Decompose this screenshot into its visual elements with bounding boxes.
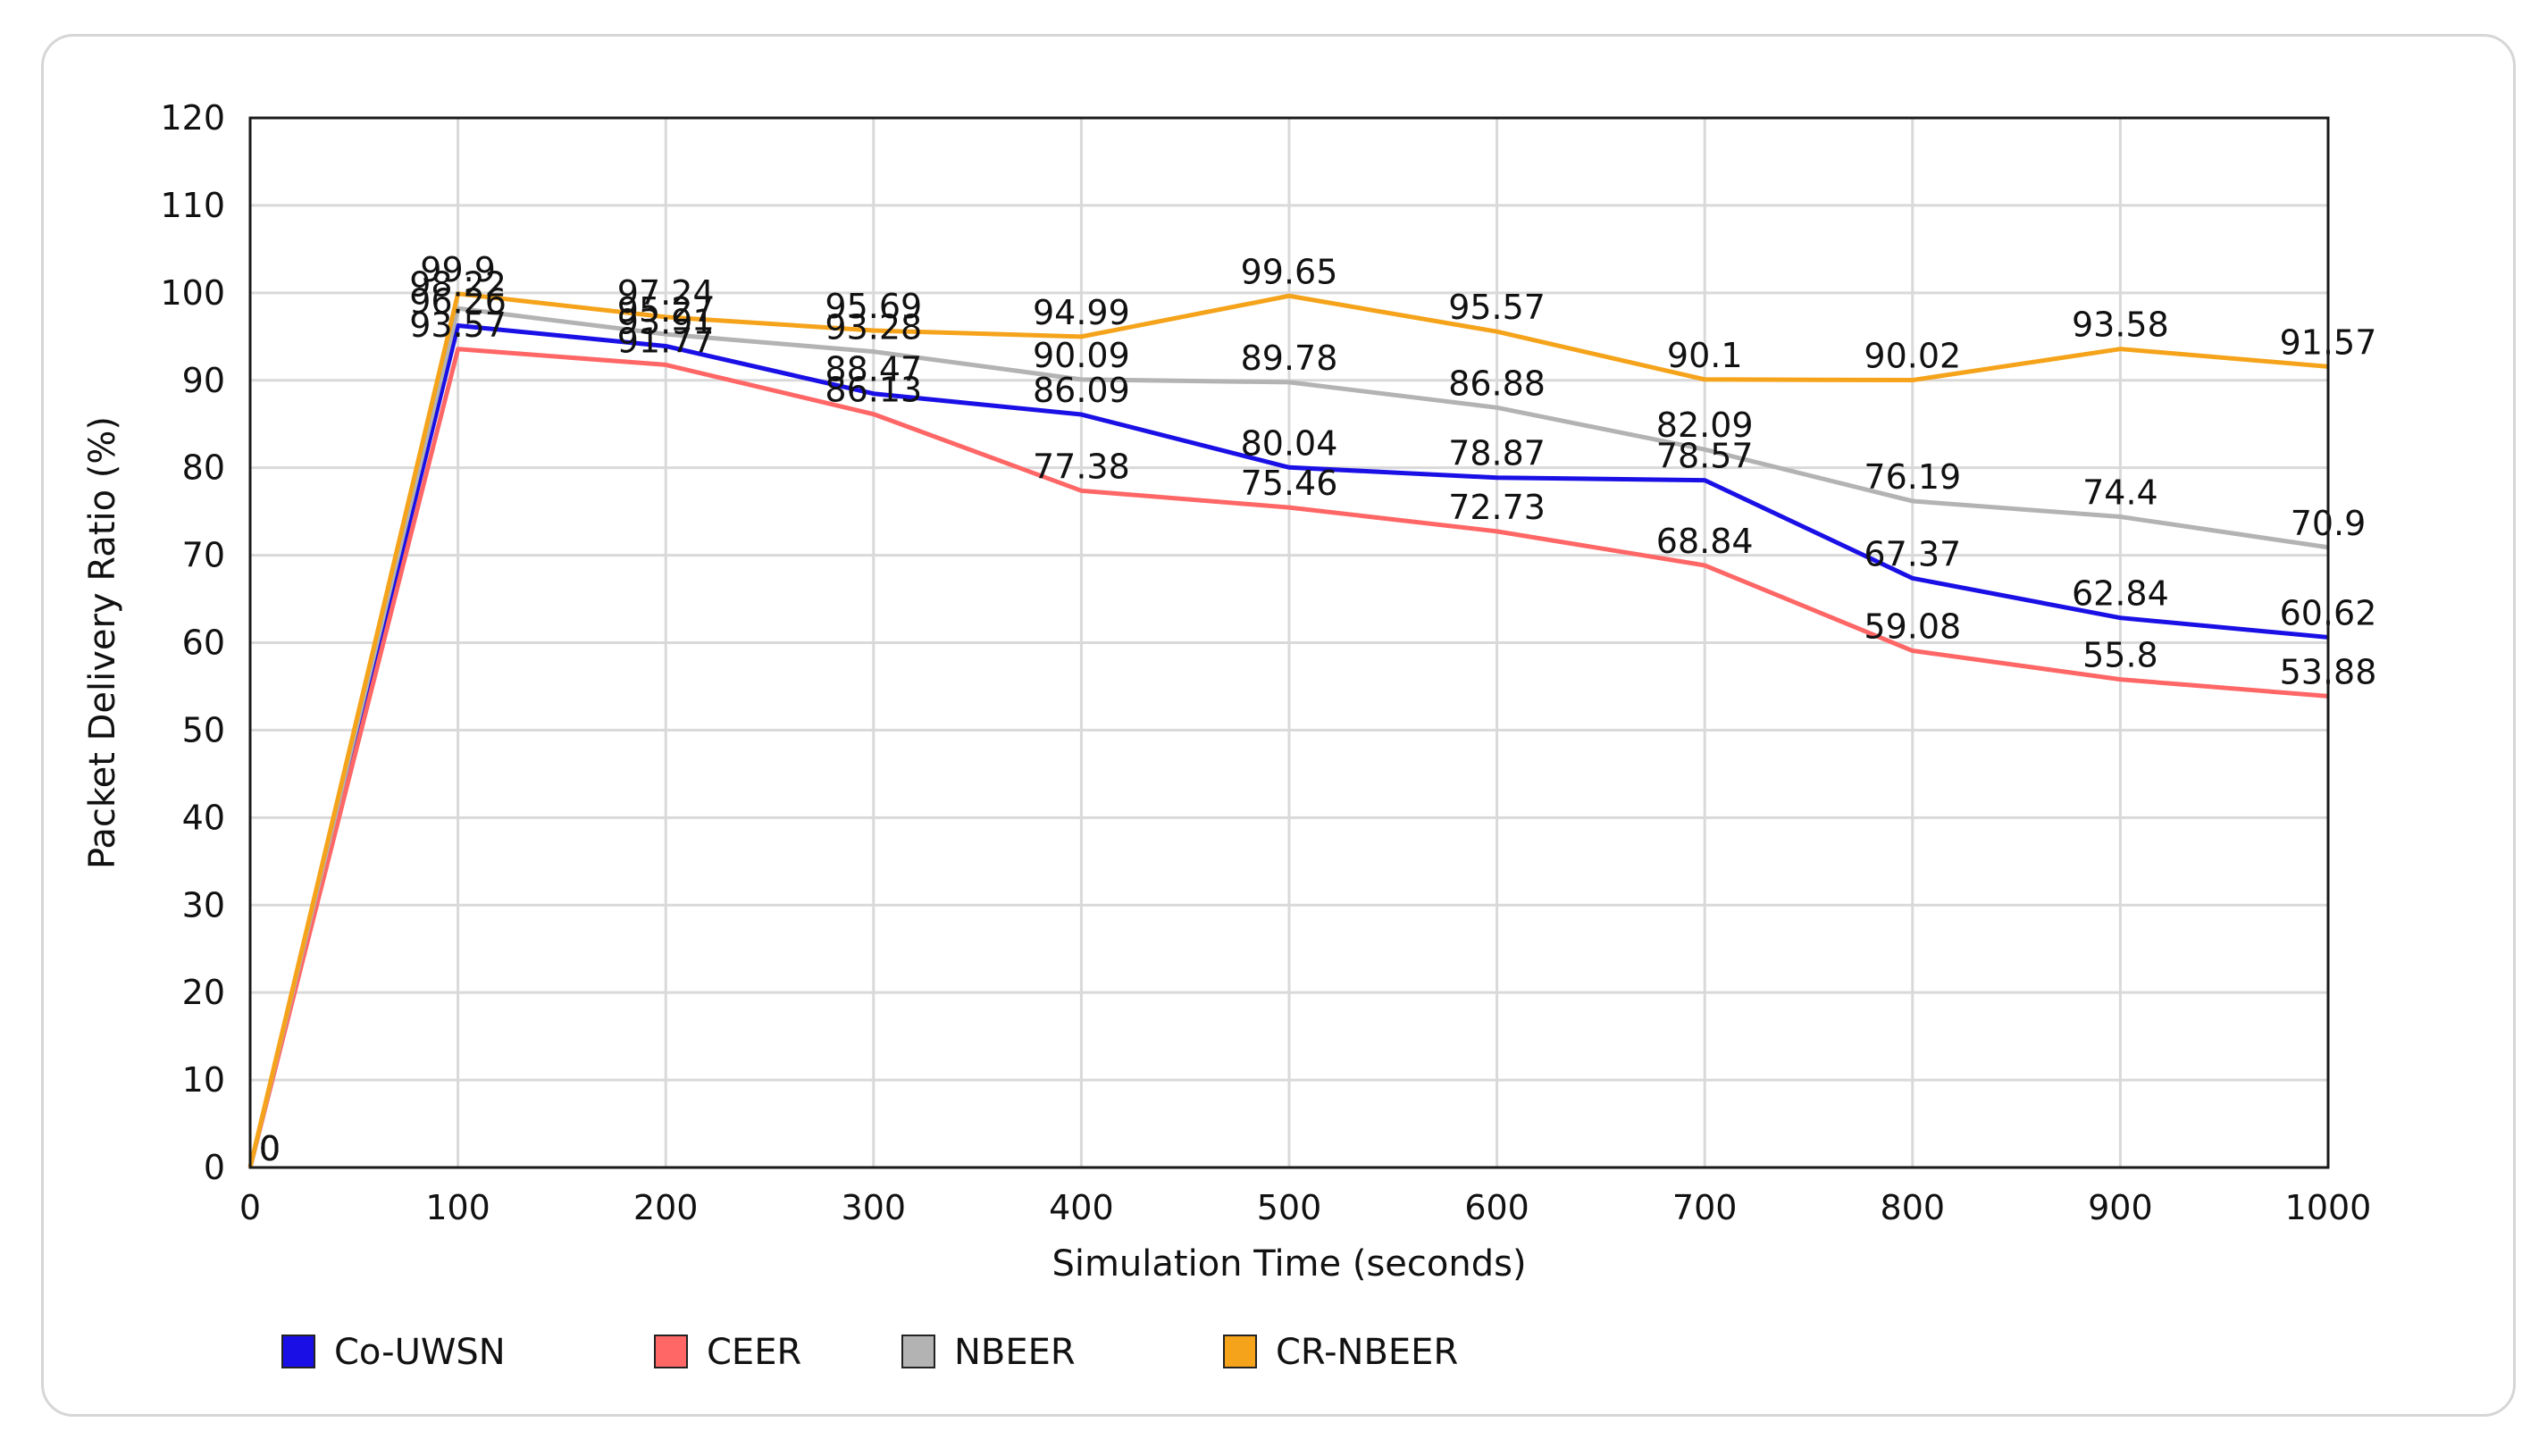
y-tick-label: 10 [182,1060,225,1100]
data-label: 94.99 [1033,293,1130,332]
y-axis-title: Packet Delivery Ratio (%) [82,416,123,869]
legend-label: Co-UWSN [334,1332,506,1373]
data-label: 95.27 [617,290,715,330]
data-label: 77.38 [1033,447,1130,486]
legend-item-co-uwsn: Co-UWSN [281,1332,506,1373]
legend-item-nbeer: NBEER [901,1332,1076,1373]
data-label: 0 [259,1129,281,1168]
x-tick-label: 900 [2088,1188,2153,1227]
legend-swatch [1223,1335,1257,1368]
series-line-co-uwsn [247,322,2329,1168]
x-tick-label: 1000 [2285,1188,2372,1227]
data-label: 78.57 [1656,437,1754,476]
y-tick-label: 70 [182,536,225,575]
y-tick-label: 20 [182,973,225,1012]
legend: Co-UWSN CEER NBEER CR-NBEER [281,1332,1458,1373]
legend-label: CEER [707,1332,801,1373]
plot-area [248,116,2330,1169]
data-label: 95.57 [1448,288,1546,327]
data-label: 90.02 [1864,337,1961,376]
data-label: 89.78 [1241,339,1338,378]
y-tick-label: 120 [160,98,225,138]
data-label: 74.4 [2082,473,2158,513]
x-axis-ticks: 0 100 200 300 400 500 600 700 800 900 1000 [239,1188,2371,1227]
data-label: 95.69 [825,287,922,326]
data-label: 96.26 [409,281,507,321]
data-label: 88.47 [825,350,922,389]
data-label: 76.19 [1864,457,1961,497]
data-label: 86.09 [1033,371,1130,410]
data-label: 75.46 [1241,464,1338,503]
y-tick-label: 50 [182,710,225,749]
data-label: 86.13 [825,371,922,410]
data-label: 80.04 [1241,423,1338,463]
data-label: 55.8 [2082,636,2158,675]
x-tick-label: 200 [633,1188,699,1227]
data-label: 90.1 [1667,336,1743,375]
series-line-cr-nbeer [247,291,2329,1168]
x-axis-title: Simulation Time (seconds) [1051,1243,1526,1284]
y-tick-label: 90 [182,361,225,400]
data-label: 97.24 [617,273,715,313]
data-label: 68.84 [1656,522,1754,561]
y-tick-label: 0 [204,1148,225,1187]
legend-swatch [281,1335,315,1368]
data-label: 99.65 [1241,252,1338,291]
x-tick-label: 700 [1672,1188,1738,1227]
data-label: 82.09 [1656,406,1754,445]
x-tick-label: 400 [1049,1188,1114,1227]
data-label: 59.08 [1864,607,1961,647]
legend-label: CR-NBEER [1276,1332,1458,1373]
legend-swatch [901,1335,935,1368]
legend-label: NBEER [954,1332,1076,1373]
data-label: 67.37 [1864,534,1961,573]
data-label: 0 [259,1129,281,1168]
y-axis-ticks: 0 10 20 30 40 50 60 70 80 90 100 110 120 [160,98,225,1187]
data-label: 72.73 [1448,488,1546,527]
chart-frame [41,34,2516,1417]
x-tick-label: 100 [425,1188,490,1227]
data-label: 0 [259,1129,281,1168]
legend-item-cr-nbeer: CR-NBEER [1223,1332,1458,1373]
x-tick-label: 500 [1257,1188,1322,1227]
data-label: 98.22 [409,264,507,304]
y-tick-label: 100 [160,273,225,313]
series-lines [247,291,2329,1168]
data-label: 62.84 [2072,574,2169,614]
series-line-nbeer [247,305,2329,1168]
data-label: 0 [259,1129,281,1168]
y-tick-label: 80 [182,448,225,488]
x-tick-label: 300 [842,1188,907,1227]
data-label: 78.87 [1448,434,1546,473]
y-tick-label: 30 [182,885,225,925]
legend-item-ceer: CEER [654,1332,801,1373]
series-line-ceer [247,347,2329,1168]
data-label: 91.77 [617,321,715,360]
data-label: 93.57 [409,305,507,345]
data-label: 90.09 [1033,336,1130,375]
data-label: 86.88 [1448,364,1546,403]
data-label: 93.58 [2072,305,2169,345]
y-tick-label: 60 [182,623,225,663]
legend-swatch [654,1335,688,1368]
x-tick-label: 800 [1881,1188,1946,1227]
data-label: 93.91 [617,302,715,341]
data-label: 93.28 [825,308,922,347]
x-tick-label: 600 [1464,1188,1529,1227]
data-label: 99.9 [420,250,496,289]
x-tick-label: 0 [239,1188,261,1227]
data-labels: 0 96.26 93.91 88.47 86.09 80.04 78.87 78.57 67.3… [259,250,2376,1168]
y-tick-label: 40 [182,798,225,837]
y-tick-label: 110 [160,186,225,225]
